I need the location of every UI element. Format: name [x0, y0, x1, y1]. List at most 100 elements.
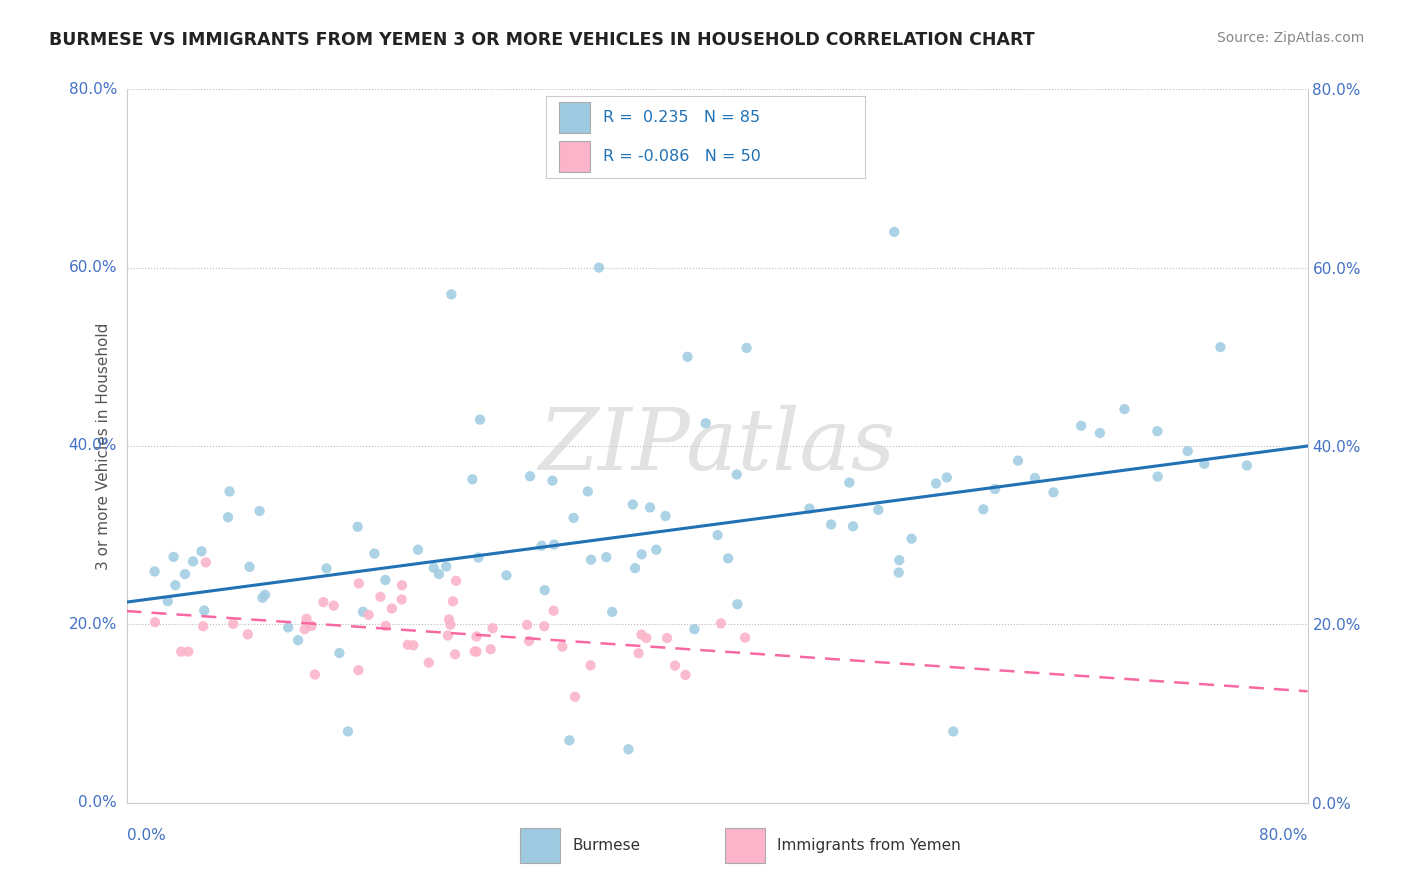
Point [143, 565, 166, 579]
Point [174, 567, 197, 582]
Point [481, 621, 503, 635]
Point [357, 607, 380, 622]
Point [562, 511, 585, 525]
Point [301, 619, 323, 633]
Point [676, 350, 699, 364]
Point [889, 553, 911, 567]
Point [638, 500, 661, 515]
Point [347, 576, 370, 591]
Point [1070, 418, 1092, 433]
Point [170, 645, 193, 659]
Point [1209, 340, 1232, 354]
Point [710, 616, 733, 631]
Point [533, 619, 555, 633]
Point [734, 631, 756, 645]
Point [304, 667, 326, 681]
Point [374, 573, 396, 587]
Point [467, 550, 489, 565]
Point [868, 503, 890, 517]
Point [595, 550, 617, 565]
Point [434, 559, 457, 574]
Point [925, 476, 948, 491]
Point [236, 627, 259, 641]
Point [551, 640, 574, 654]
Point [328, 646, 350, 660]
Point [887, 566, 910, 580]
Point [530, 539, 553, 553]
Point [464, 644, 486, 658]
Text: ZIPatlas: ZIPatlas [538, 405, 896, 487]
Point [461, 472, 484, 486]
Point [222, 616, 245, 631]
Point [579, 658, 602, 673]
Point [238, 559, 260, 574]
Point [194, 555, 217, 569]
Point [465, 630, 488, 644]
Point [935, 470, 957, 484]
Point [838, 475, 860, 490]
Text: 80.0%: 80.0% [69, 82, 117, 96]
Text: 0.0%: 0.0% [127, 828, 166, 843]
Point [627, 646, 650, 660]
Point [322, 599, 344, 613]
Text: BURMESE VS IMMIGRANTS FROM YEMEN 3 OR MORE VEHICLES IN HOUSEHOLD CORRELATION CHA: BURMESE VS IMMIGRANTS FROM YEMEN 3 OR MO… [49, 31, 1035, 49]
Point [621, 498, 644, 512]
Point [942, 724, 965, 739]
Point [468, 412, 491, 426]
Point [217, 510, 239, 524]
Point [252, 591, 274, 605]
Point [143, 615, 166, 630]
Point [820, 517, 842, 532]
Point [1114, 402, 1136, 417]
Point [636, 631, 658, 645]
Point [1146, 469, 1168, 483]
Point [799, 501, 821, 516]
Point [1042, 485, 1064, 500]
Point [1192, 457, 1215, 471]
Point [725, 467, 748, 482]
Point [543, 604, 565, 618]
Point [253, 588, 276, 602]
Point [624, 561, 647, 575]
Point [439, 617, 461, 632]
Point [347, 663, 370, 677]
Point [177, 644, 200, 658]
Point [437, 628, 460, 642]
Point [972, 502, 994, 516]
Point [312, 595, 335, 609]
Point [600, 605, 623, 619]
Point [630, 627, 652, 641]
Point [391, 592, 413, 607]
Point [437, 612, 460, 626]
Point [396, 638, 419, 652]
Text: 20.0%: 20.0% [69, 617, 117, 632]
Point [444, 574, 467, 588]
Point [1024, 471, 1046, 485]
Point [440, 287, 463, 301]
Point [695, 417, 717, 431]
Point [363, 547, 385, 561]
Point [156, 594, 179, 608]
Text: 60.0%: 60.0% [69, 260, 117, 275]
Point [516, 618, 538, 632]
Point [374, 619, 396, 633]
Point [181, 554, 204, 568]
Point [842, 519, 865, 533]
Point [465, 644, 488, 658]
Point [717, 551, 740, 566]
Point [725, 597, 748, 611]
Point [165, 578, 187, 592]
Point [558, 733, 581, 747]
Point [479, 642, 502, 657]
Point [664, 658, 686, 673]
Point [706, 528, 728, 542]
Point [294, 622, 316, 636]
Point [533, 583, 555, 598]
Point [1236, 458, 1258, 473]
Y-axis label: 3 or more Vehicles in Household: 3 or more Vehicles in Household [96, 322, 111, 570]
Point [576, 484, 599, 499]
Point [295, 612, 318, 626]
Point [406, 542, 429, 557]
Point [495, 568, 517, 582]
Point [1088, 425, 1111, 440]
